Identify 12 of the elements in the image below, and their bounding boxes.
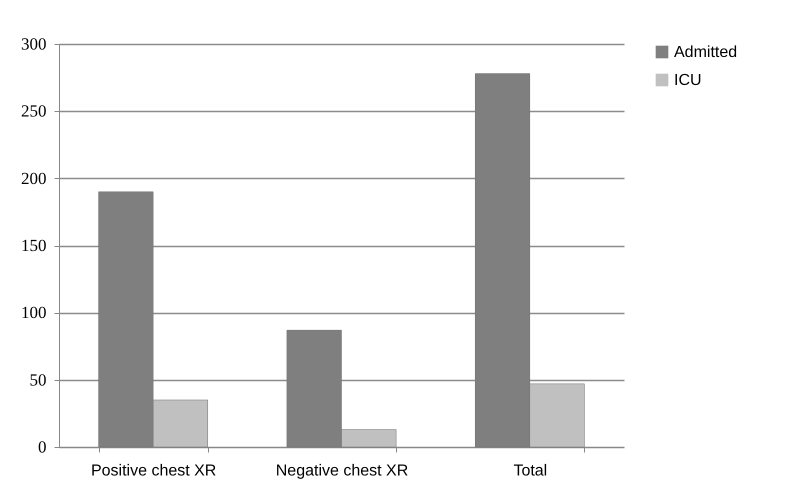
legend-label: Admitted bbox=[674, 44, 738, 61]
y-tick-label: 0 bbox=[38, 438, 46, 456]
y-tick-label: 150 bbox=[21, 236, 46, 255]
y-tick-label: 250 bbox=[21, 102, 46, 121]
x-tick-label: Positive chest XR bbox=[90, 462, 216, 480]
y-tick-label: 100 bbox=[21, 303, 46, 322]
y-tick-label: 200 bbox=[21, 168, 46, 188]
y-tick-label: 50 bbox=[30, 370, 46, 390]
legend-label: ICU bbox=[674, 72, 702, 89]
x-tick-label: Total bbox=[513, 462, 548, 480]
x-tick-label: Negative chest XR bbox=[276, 462, 408, 480]
y-tick-label: 300 bbox=[21, 34, 46, 54]
